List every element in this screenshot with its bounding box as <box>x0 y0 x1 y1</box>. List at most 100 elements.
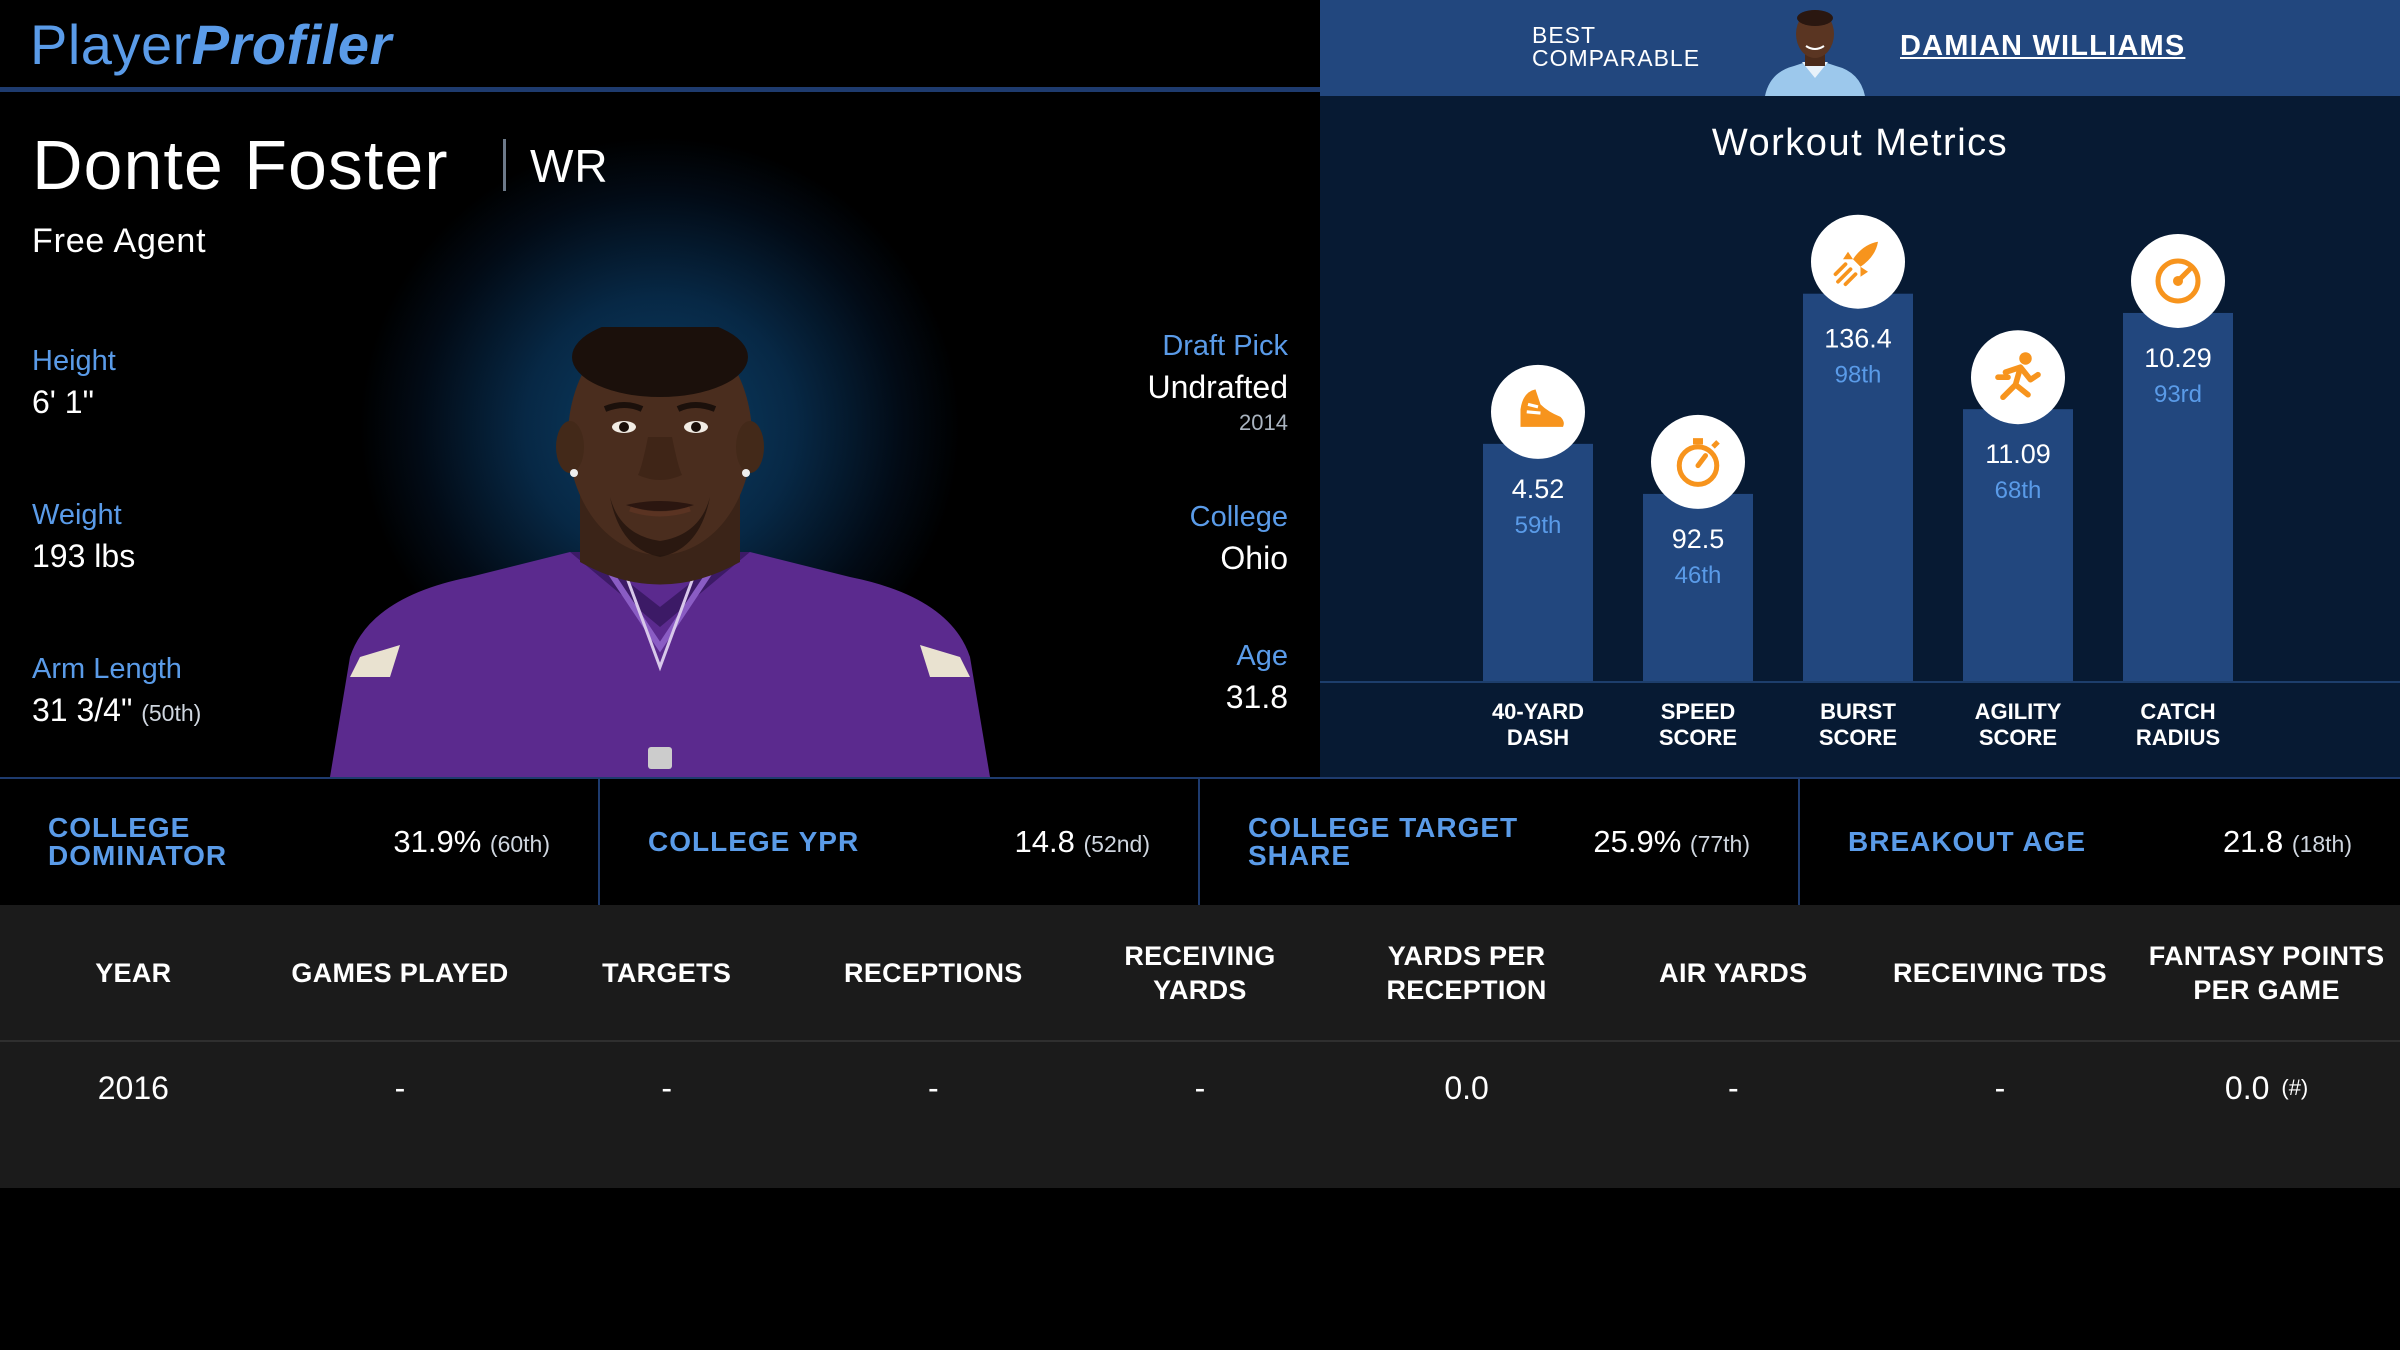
workout-metric-label: SCORE <box>1819 725 1897 750</box>
adv-label: BREAKOUT AGE <box>1848 826 2087 857</box>
season-stats-table: YEAR GAMES PLAYED TARGETS RECEPTIONS REC… <box>0 905 2400 1188</box>
logo-part2: Profiler <box>191 13 392 76</box>
adv-number: 21.8 <box>2222 824 2284 859</box>
workout-value: 10.29 <box>2144 343 2212 373</box>
adv-percentile: (18th) <box>2291 831 2352 857</box>
workout-value: 92.5 <box>1672 524 1725 554</box>
draft-pick-stat: Draft Pick Undrafted 2014 <box>1147 330 1288 436</box>
height-stat: Height 6' 1" <box>32 345 116 421</box>
workout-bar <box>1483 443 1593 681</box>
cell-yards-per-reception: 0.0 <box>1444 1069 1489 1106</box>
workout-percentile: 68th <box>1995 477 2042 504</box>
workout-bar <box>1643 493 1753 681</box>
adv-percentile: (60th) <box>489 831 550 857</box>
cell-games-played: - <box>394 1069 406 1106</box>
workout-percentile: 46th <box>1675 562 1722 589</box>
workout-metric-label: RADIUS <box>2136 725 2220 750</box>
cell-receiving-yards: - <box>1194 1069 1206 1106</box>
player-info-panel: Donte Foster WR Free Agent Height 6' 1" … <box>0 97 1320 777</box>
draft-pick-value: Undrafted <box>1147 369 1288 405</box>
arm-length-stat: Arm Length 31 3/4" (50th) <box>32 653 201 729</box>
breakout-age-cell: BREAKOUT AGE 21.8 (18th) <box>1800 779 2400 905</box>
age-stat: Age 31.8 <box>1226 640 1288 716</box>
chart-baseline <box>1320 681 2400 683</box>
player-name: Donte Foster <box>32 126 449 204</box>
workout-metric-label: BURST <box>1820 699 1896 724</box>
site-logo[interactable]: PlayerProfiler <box>30 12 392 77</box>
college-label: College <box>1189 501 1288 533</box>
cell-air-yards: - <box>1727 1069 1739 1106</box>
player-position: WR <box>530 140 609 192</box>
comparable-avatar[interactable] <box>1760 6 1870 96</box>
workout-value: 4.52 <box>1512 474 1565 504</box>
adv-percentile: (77th) <box>1689 831 1750 857</box>
workout-metric-label: SCORE <box>1979 725 2057 750</box>
weight-stat: Weight 193 lbs <box>32 499 135 575</box>
fppg-rank-note: (#) <box>2281 1075 2309 1100</box>
table-header-row: YEAR GAMES PLAYED TARGETS RECEPTIONS REC… <box>0 905 2400 1042</box>
workout-value: 11.09 <box>1985 439 2051 469</box>
cell-year: 2016 <box>97 1069 169 1106</box>
header-fantasy-points-per-game[interactable]: FANTASY POINTS PER GAME <box>2148 940 2385 1005</box>
height-value: 6' 1" <box>32 384 94 420</box>
adv-number: 25.9% <box>1593 824 1682 859</box>
stopwatch-icon <box>1676 438 1720 487</box>
college-target-share-cell: COLLEGE TARGET SHARE 25.9% (77th) <box>1200 779 1800 905</box>
cell-receiving-tds: - <box>1994 1069 2006 1106</box>
cell-receptions: - <box>927 1069 939 1106</box>
workout-percentile: 98th <box>1835 362 1882 389</box>
header-targets[interactable]: TARGETS <box>602 957 732 988</box>
header-receiving-yards[interactable]: RECEIVING YARDS <box>1124 940 1276 1005</box>
fppg-value: 0.0 <box>2224 1069 2270 1106</box>
cell-fantasy-points-per-game: 0.0 (#) <box>2133 1044 2400 1132</box>
header-year[interactable]: YEAR <box>95 957 172 988</box>
workout-bar <box>1803 293 1913 681</box>
workout-metric-label: AGILITY <box>1975 699 2062 724</box>
adv-value: 25.9% (77th) <box>1593 824 1750 860</box>
header-receptions[interactable]: RECEPTIONS <box>844 957 1023 988</box>
adv-value: 31.9% (60th) <box>393 824 550 860</box>
arm-length-number: 31 3/4" <box>32 692 133 728</box>
best-comparable-bar: BEST COMPARABLE DAMIAN WILLIAMS <box>1320 0 2400 96</box>
height-label: Height <box>32 345 116 377</box>
workout-metric-label: CATCH <box>2140 699 2215 724</box>
adv-percentile: (52nd) <box>1083 831 1150 857</box>
workout-metric-label: SPEED <box>1661 699 1736 724</box>
rocket-icon <box>1833 241 1878 287</box>
adv-label: COLLEGE DOMINATOR <box>48 812 228 871</box>
age-label: Age <box>1236 640 1288 672</box>
arm-length-value: 31 3/4" (50th) <box>32 692 201 729</box>
adv-value: 21.8 (18th) <box>2223 824 2352 860</box>
weight-value: 193 lbs <box>32 538 136 574</box>
workout-metrics-panel: Workout Metrics 4.52 59th 40-YARD DASH 92.5 4… <box>1320 96 2400 777</box>
header-games-played[interactable]: GAMES PLAYED <box>291 957 509 988</box>
workout-metric-label: SCORE <box>1659 725 1737 750</box>
college-stat: College Ohio <box>1190 501 1288 577</box>
workout-bar <box>1963 409 2073 681</box>
college-ypr-cell: COLLEGE YPR 14.8 (52nd) <box>600 779 1200 905</box>
adv-label: COLLEGE YPR <box>648 826 860 857</box>
adv-number: 14.8 <box>1014 824 1075 859</box>
workout-percentile: 93rd <box>2154 381 2202 408</box>
shoe-icon <box>1520 389 1564 427</box>
workout-chart: 4.5259th40-YARDDASH92.546thSPEEDSCORE136… <box>1483 214 2233 750</box>
arm-length-label: Arm Length <box>32 653 182 685</box>
workout-percentile: 59th <box>1515 512 1562 539</box>
header-air-yards[interactable]: AIR YARDS <box>1659 957 1808 988</box>
header-yards-per-reception[interactable]: YARDS PER RECEPTION <box>1386 940 1547 1005</box>
workout-metric-label: DASH <box>1507 725 1569 750</box>
logo-part1: Player <box>30 13 192 76</box>
comparable-player-link[interactable]: DAMIAN WILLIAMS <box>1900 30 2186 62</box>
workout-bar <box>2123 312 2233 681</box>
workout-title: Workout Metrics <box>1711 122 2009 164</box>
header-receiving-tds[interactable]: RECEIVING TDS <box>1892 957 2107 988</box>
workout-metric-label: 40-YARD <box>1492 699 1584 724</box>
table-row: 2016 - - - - 0.0 - - 0.0 (#) <box>0 1044 2400 1132</box>
best-comparable-label: BEST COMPARABLE <box>1532 22 1701 71</box>
weight-label: Weight <box>32 499 122 531</box>
